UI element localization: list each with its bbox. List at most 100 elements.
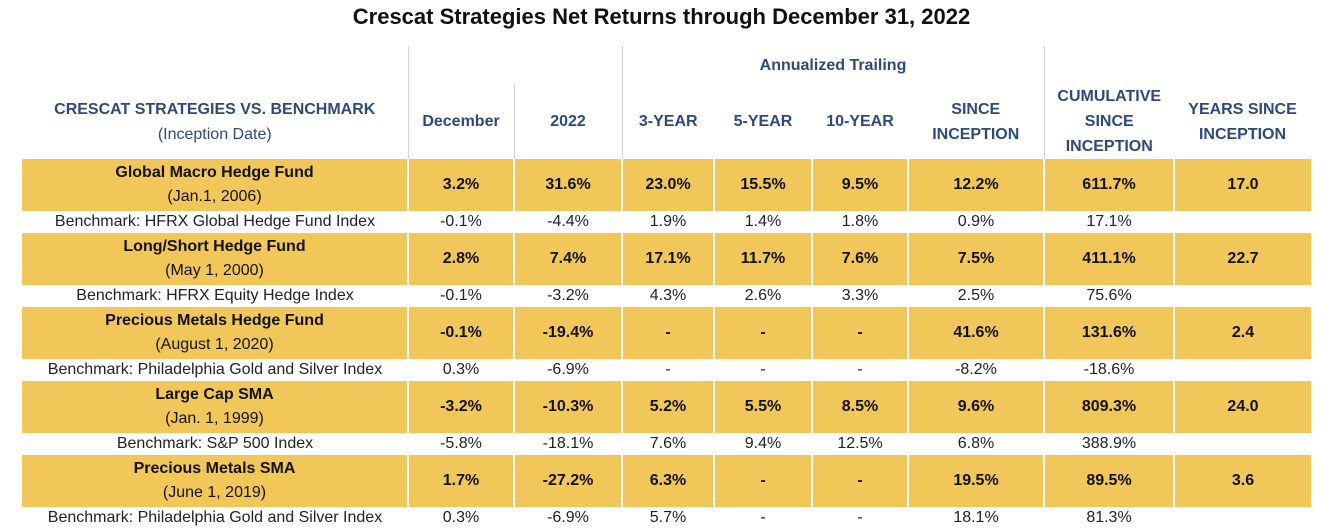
fund-inception-date: (May 1, 2000): [165, 262, 264, 279]
header-spacer: [1174, 46, 1311, 84]
five-year-return: 11.7%: [713, 233, 812, 285]
since-inception-column-header: SINCE INCEPTION: [908, 84, 1044, 159]
five-year-return: 5.5%: [713, 381, 812, 433]
three-year-return: 17.1%: [621, 233, 714, 285]
five-year-column-header: 5-YEAR: [733, 113, 793, 130]
year-column-header: 2022: [513, 84, 622, 159]
benchmark-five-year-return: -: [714, 507, 812, 529]
years-since-inception: 2.4: [1173, 307, 1311, 359]
years-since-inception: 22.7: [1173, 233, 1311, 285]
since-inception-return: 9.6%: [907, 381, 1044, 433]
ten-year-return: 9.5%: [811, 159, 908, 211]
years-since-inception: 3.6: [1173, 455, 1311, 507]
benchmark-five-year-return: 2.6%: [714, 285, 812, 307]
benchmark-empty-cell: [1174, 433, 1311, 455]
years-since-inception: 24.0: [1173, 381, 1311, 433]
benchmark-ten-year-return: -: [812, 507, 908, 529]
december-column-header: December: [407, 84, 514, 159]
benchmark-three-year-return: 1.9%: [622, 211, 714, 233]
fund-row: Long/Short Hedge Fund (May 1, 2000) 2.8%…: [22, 233, 1311, 285]
december-return: -0.1%: [407, 307, 514, 359]
fund-name: Precious Metals SMA: [133, 460, 296, 477]
benchmark-december-return: -0.1%: [408, 211, 514, 233]
benchmark-name: Benchmark: HFRX Equity Hedge Index: [22, 285, 408, 307]
benchmark-year-return: -4.4%: [514, 211, 622, 233]
since-inception-return: 19.5%: [907, 455, 1044, 507]
ten-year-return: -: [811, 307, 908, 359]
fund-name-cell: Global Macro Hedge Fund (Jan.1, 2006): [22, 159, 408, 211]
benchmark-cumulative-return: 388.9%: [1044, 433, 1174, 455]
fund-name-cell: Precious Metals SMA (June 1, 2019): [22, 455, 408, 507]
strategy-column-title: CRESCAT STRATEGIES VS. BENCHMARK: [54, 100, 376, 118]
annualized-trailing-header: Annualized Trailing: [621, 46, 1044, 84]
years-since-line-2: INCEPTION: [1198, 125, 1287, 143]
benchmark-since-inception-return: 6.8%: [908, 433, 1044, 455]
cumulative-return: 411.1%: [1043, 233, 1174, 285]
ten-year-return: -: [811, 455, 908, 507]
returns-table: Annualized Trailing CRESCAT STRATEGIES V…: [22, 46, 1311, 529]
benchmark-three-year-return: 5.7%: [622, 507, 714, 529]
benchmark-name: Benchmark: HFRX Global Hedge Fund Index: [22, 211, 408, 233]
page-title: Crescat Strategies Net Returns through D…: [352, 4, 971, 29]
fund-inception-date: (June 1, 2019): [162, 484, 267, 501]
fund-name: Large Cap SMA: [155, 386, 274, 403]
fund-name: Global Macro Hedge Fund: [115, 164, 314, 181]
fund-inception-date: (August 1, 2020): [155, 336, 274, 353]
benchmark-ten-year-return: -: [812, 359, 908, 381]
benchmark-empty-cell: [1174, 359, 1311, 381]
cumulative-return: 611.7%: [1043, 159, 1174, 211]
benchmark-empty-cell: [1174, 285, 1311, 307]
strategy-column-header: CRESCAT STRATEGIES VS. BENCHMARK (Incept…: [22, 84, 408, 159]
benchmark-empty-cell: [1174, 211, 1311, 233]
fund-row: Global Macro Hedge Fund (Jan.1, 2006) 3.…: [22, 159, 1311, 211]
since-inception-line-1: SINCE: [951, 100, 1001, 118]
inception-date-subtitle: (Inception Date): [157, 125, 272, 143]
benchmark-since-inception-return: 0.9%: [908, 211, 1044, 233]
fund-name: Precious Metals Hedge Fund: [105, 312, 324, 329]
benchmark-row: Benchmark: Philadelphia Gold and Silver …: [22, 359, 1311, 381]
benchmark-december-return: -0.1%: [408, 285, 514, 307]
benchmark-row: Benchmark: Philadelphia Gold and Silver …: [22, 507, 1311, 529]
fund-row: Precious Metals SMA (June 1, 2019) 1.7% …: [22, 455, 1311, 507]
benchmark-name: Benchmark: Philadelphia Gold and Silver …: [22, 507, 408, 529]
benchmark-since-inception-return: 2.5%: [908, 285, 1044, 307]
benchmark-cumulative-return: 81.3%: [1044, 507, 1174, 529]
benchmark-name: Benchmark: Philadelphia Gold and Silver …: [22, 359, 408, 381]
table-body: Global Macro Hedge Fund (Jan.1, 2006) 3.…: [22, 159, 1311, 529]
benchmark-since-inception-return: 18.1%: [908, 507, 1044, 529]
benchmark-row: Benchmark: HFRX Global Hedge Fund Index …: [22, 211, 1311, 233]
benchmark-five-year-return: 9.4%: [714, 433, 812, 455]
fund-name-cell: Precious Metals Hedge Fund (August 1, 20…: [22, 307, 408, 359]
benchmark-cumulative-return: 75.6%: [1044, 285, 1174, 307]
fund-name: Long/Short Hedge Fund: [123, 238, 306, 255]
cumulative-return: 89.5%: [1043, 455, 1174, 507]
cumulative-return: 809.3%: [1043, 381, 1174, 433]
benchmark-year-return: -3.2%: [514, 285, 622, 307]
cumulative-column-header: CUMULATIVE SINCE INCEPTION: [1043, 84, 1174, 159]
year-return: -27.2%: [513, 455, 622, 507]
benchmark-name: Benchmark: S&P 500 Index: [22, 433, 408, 455]
december-return: -3.2%: [407, 381, 514, 433]
years-since-inception: 17.0: [1173, 159, 1311, 211]
since-inception-return: 7.5%: [907, 233, 1044, 285]
year-return: -10.3%: [513, 381, 622, 433]
cumulative-line-2: SINCE: [1084, 113, 1134, 130]
benchmark-year-return: -18.1%: [514, 433, 622, 455]
fund-row: Large Cap SMA (Jan. 1, 1999) -3.2% -10.3…: [22, 381, 1311, 433]
benchmark-since-inception-return: -8.2%: [908, 359, 1044, 381]
benchmark-cumulative-return: 17.1%: [1044, 211, 1174, 233]
ten-year-return: 7.6%: [811, 233, 908, 285]
fund-name-cell: Large Cap SMA (Jan. 1, 1999): [22, 381, 408, 433]
benchmark-three-year-return: 7.6%: [622, 433, 714, 455]
since-inception-return: 41.6%: [907, 307, 1044, 359]
cumulative-line-3: INCEPTION: [1065, 138, 1153, 155]
benchmark-five-year-return: -: [714, 359, 812, 381]
fund-inception-date: (Jan. 1, 1999): [165, 410, 264, 427]
benchmark-december-return: 0.3%: [408, 359, 514, 381]
cumulative-line-1: CUMULATIVE: [1057, 88, 1162, 105]
benchmark-ten-year-return: 12.5%: [812, 433, 908, 455]
since-inception-line-2: INCEPTION: [932, 125, 1020, 143]
benchmark-empty-cell: [1174, 507, 1311, 529]
benchmark-december-return: -5.8%: [408, 433, 514, 455]
fund-inception-date: (Jan.1, 2006): [167, 188, 262, 205]
